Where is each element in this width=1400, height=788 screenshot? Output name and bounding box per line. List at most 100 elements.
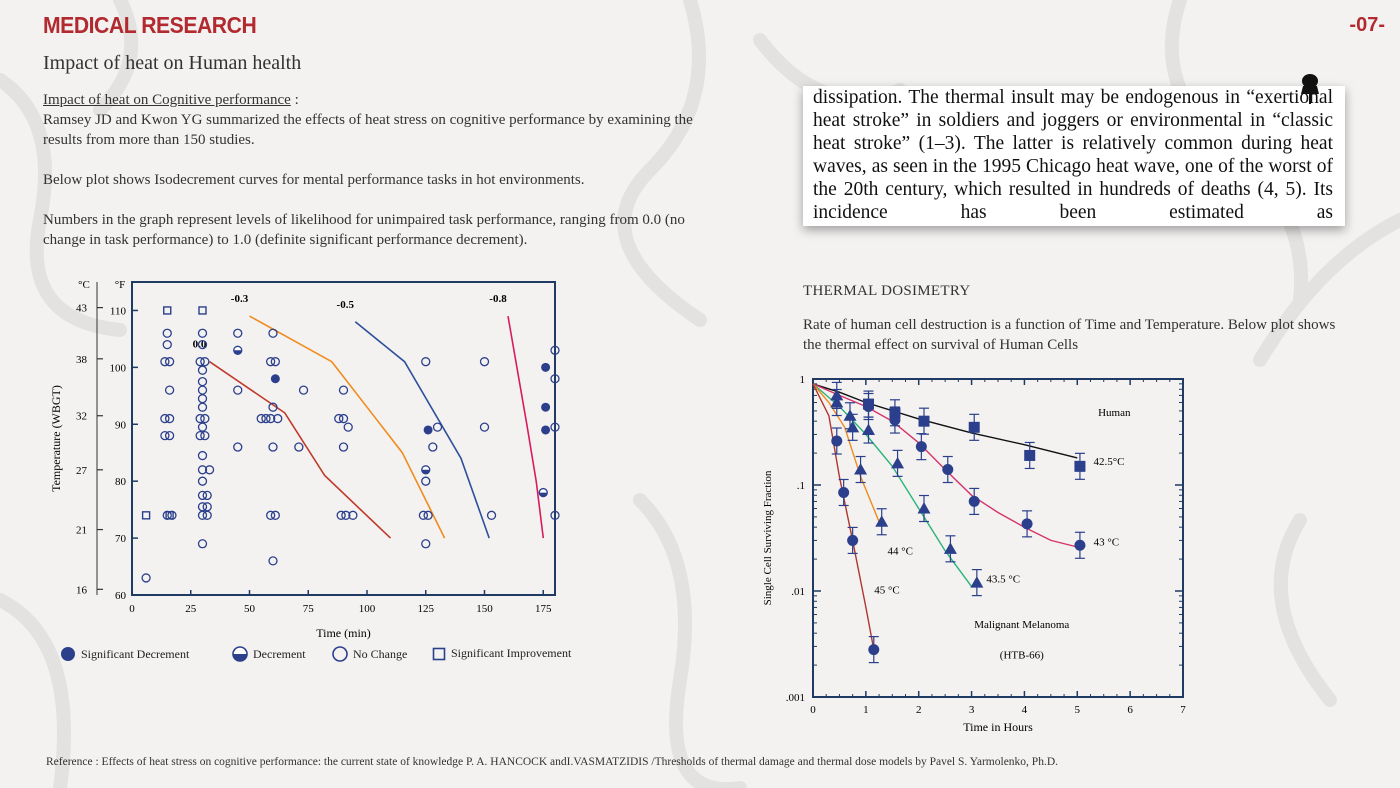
triangle-marker [862, 423, 875, 436]
no-change-point [341, 510, 351, 520]
no-change-point [338, 385, 349, 395]
no-change-point [336, 510, 346, 520]
circle-marker [831, 435, 843, 447]
triangle-marker [846, 420, 860, 433]
y-tick-label-f: 80 [115, 476, 127, 488]
y-tick-label: .1 [797, 480, 805, 492]
legend-no-change: No Change [332, 646, 407, 662]
no-change-point [162, 328, 172, 338]
no-change-point [268, 328, 278, 338]
square-marker [1074, 460, 1086, 472]
isodecrement-curve [354, 321, 490, 539]
page-subtitle: Impact of heat on Human health [43, 52, 302, 74]
y-tick-label-c: 27 [76, 465, 88, 477]
x-tick-label: 175 [535, 603, 552, 615]
y-tick-label-c: 16 [76, 584, 88, 596]
no-change-point [233, 385, 243, 395]
no-change-point [273, 413, 283, 424]
x-tick-label: 6 [1127, 704, 1133, 716]
no-change-point [265, 357, 276, 367]
no-change-point [141, 573, 151, 583]
no-change-point [334, 413, 344, 424]
no-change-point [421, 539, 431, 549]
no-change-point [270, 357, 281, 367]
no-change-point [197, 476, 208, 486]
no-change-point [268, 402, 278, 412]
y-tick-label: .01 [791, 586, 805, 598]
celsius-unit-label: °C [78, 279, 90, 291]
y-tick-label-f: 90 [115, 419, 127, 431]
no-change-point [268, 442, 278, 452]
no-change-point [428, 442, 438, 452]
no-change-point [195, 431, 205, 441]
legend-label: Decrement [253, 646, 306, 661]
x-tick-label: 7 [1180, 704, 1186, 716]
no-change-point [233, 328, 243, 338]
no-change-point [197, 510, 208, 520]
series-label-43: 43 °C [1094, 536, 1120, 548]
intro-paragraph: Impact of heat on Cognitive performance … [43, 90, 703, 150]
no-change-point [195, 413, 205, 424]
no-change-point [197, 385, 208, 395]
y-tick-label: 1 [800, 374, 806, 386]
legend-significant-decrement: Significant Decrement [60, 646, 189, 662]
no-change-point [265, 510, 276, 520]
plot-frame [131, 281, 556, 596]
significant-decrement-point [423, 425, 433, 435]
no-change-point [164, 413, 175, 424]
no-change-point [348, 510, 358, 520]
isodecrement-curve [209, 361, 392, 539]
no-change-point [197, 339, 208, 350]
significant-decrement-point [270, 374, 280, 384]
circle-marker [863, 401, 874, 413]
no-change-point [160, 431, 170, 441]
cognitive-heading-link[interactable]: Impact of heat on Cognitive performance [43, 92, 291, 108]
isodecrement-chart: °C °F 0 25 50 75 100 125 150 175 60 70 80 90 100 110 16 2… [49, 279, 560, 640]
x-tick-label: 0 [129, 603, 135, 615]
no-change-point [164, 385, 175, 395]
significant-decrement-point [541, 402, 551, 412]
x-tick-label: 4 [1022, 704, 1028, 716]
no-change-point [270, 510, 281, 520]
no-change-point [550, 510, 560, 520]
no-change-point [197, 365, 208, 375]
no-change-point [164, 431, 175, 441]
legend-label: Significant Decrement [81, 646, 190, 661]
quote-text: dissipation. The thermal insult may be e… [813, 87, 1333, 223]
no-change-point [200, 413, 210, 424]
y-axis-label: Temperature (WBGT) [49, 385, 63, 492]
x-tick-label: 50 [244, 603, 256, 615]
no-change-point [343, 422, 353, 432]
no-change-point [261, 413, 271, 424]
circle-marker [889, 414, 901, 426]
section-text: Rate of human cell destruction is a func… [803, 317, 1336, 353]
no-change-point [550, 422, 560, 432]
circle-marker [868, 644, 880, 656]
x-tick-label: 125 [418, 603, 435, 615]
curve-label: -0.5 [337, 299, 355, 311]
decrement-point-fill [421, 469, 430, 474]
significant-decrement-point [541, 425, 551, 435]
no-change-point [204, 465, 215, 475]
no-change-point [202, 510, 212, 520]
half-circle-icon [232, 646, 248, 662]
y-tick-label-f: 110 [110, 305, 127, 317]
no-change-point [202, 490, 212, 501]
curve-label: -0.8 [489, 293, 507, 305]
no-change-point [298, 385, 309, 395]
no-change-point [160, 357, 170, 367]
y-tick-label-c: 21 [76, 525, 87, 537]
x-tick-label: 75 [303, 603, 315, 615]
heading-suffix: : [290, 92, 299, 108]
triangle-marker [854, 463, 868, 475]
square-marker [968, 421, 980, 433]
legend-label: Significant Improvement [451, 646, 572, 660]
no-change-point [432, 422, 443, 432]
filled-circle-icon [61, 647, 75, 661]
circle-marker [847, 534, 859, 546]
para-studies: Ramsey JD and Kwon YG summarized the eff… [43, 112, 693, 148]
square-marker [918, 415, 930, 427]
series-label-435: 43.5 °C [986, 574, 1020, 586]
y-tick-label: .001 [786, 692, 805, 704]
series-label-425: 42.5°C [1094, 456, 1125, 468]
